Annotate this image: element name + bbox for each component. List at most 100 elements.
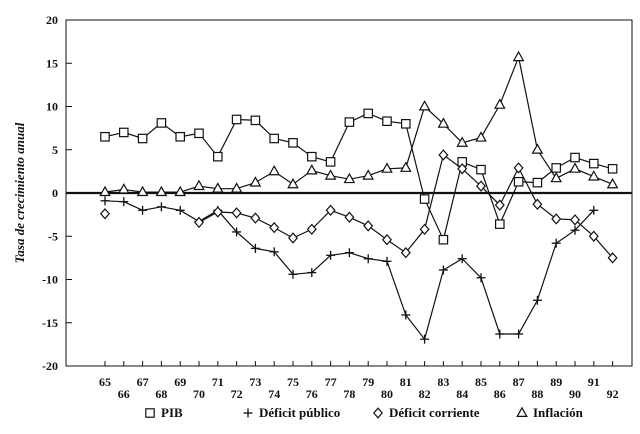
point-inflacion	[437, 117, 450, 128]
point-deficit-corriente	[570, 214, 580, 226]
point-deficit-publico	[119, 197, 129, 207]
y-tick-label: 0	[52, 186, 58, 200]
legend-item-deficit-corriente: Déficit corriente	[373, 405, 480, 420]
y-tick-label: 20	[46, 13, 58, 27]
point-deficit-publico	[269, 247, 279, 257]
point-inflacion	[550, 171, 563, 183]
x-tick-label: 79	[362, 375, 374, 389]
point-deficit-corriente	[288, 232, 298, 244]
point-deficit-corriente	[494, 199, 505, 211]
point-pib	[269, 133, 279, 144]
x-tick-label: 81	[400, 375, 412, 389]
point-pib	[382, 116, 392, 127]
point-deficit-publico	[344, 248, 354, 258]
x-tick-label: 78	[343, 387, 355, 401]
point-inflacion	[155, 185, 168, 197]
x-tick-label: 91	[588, 375, 600, 389]
point-inflacion	[475, 131, 487, 142]
legend-item-pib: PIB	[145, 405, 183, 420]
point-deficit-publico	[438, 265, 448, 275]
point-deficit-corriente	[212, 206, 223, 218]
y-tick-label: 15	[46, 56, 58, 70]
point-deficit-publico	[363, 254, 373, 264]
point-deficit-corriente	[306, 223, 317, 236]
point-deficit-publico	[288, 269, 298, 279]
series-pib	[100, 108, 618, 245]
series-deficit-corriente	[100, 149, 618, 264]
point-deficit-publico	[232, 227, 242, 237]
point-inflacion	[305, 164, 318, 175]
point-deficit-publico	[495, 329, 505, 339]
point-deficit-publico	[514, 329, 524, 339]
point-pib	[363, 108, 373, 119]
point-deficit-corriente	[269, 221, 280, 234]
point-pib	[495, 219, 505, 229]
point-inflacion	[324, 169, 337, 180]
point-deficit-corriente	[194, 216, 204, 229]
x-tick-label: 68	[155, 387, 167, 401]
y-tick-label: -5	[48, 229, 58, 243]
x-tick-label: 74	[268, 387, 280, 401]
point-deficit-publico	[250, 243, 260, 253]
point-pib	[325, 157, 336, 167]
legend-item-inflacion: Inflación	[516, 405, 584, 420]
point-inflacion	[456, 136, 469, 147]
x-tick-label: 83	[437, 375, 449, 389]
point-deficit-publico	[532, 295, 542, 305]
axes: 20 15 10 5 0 -5 -10 -15 -20 65 66 67 68 69 70 71 72 73 74 7…	[12, 13, 633, 401]
point-inflacion	[512, 50, 525, 62]
point-inflacion	[174, 185, 187, 197]
series-inflacion	[99, 50, 619, 197]
x-tick-label: 88	[531, 387, 543, 401]
legend-label-pib: PIB	[161, 405, 183, 420]
point-inflacion	[249, 176, 262, 187]
point-pib	[231, 114, 242, 125]
series-line-pib	[104, 112, 613, 242]
legend-marker-inflacion	[516, 406, 528, 417]
x-tick-label: 67	[137, 375, 149, 389]
y-tick-label: -15	[42, 316, 58, 330]
point-inflacion	[193, 179, 205, 191]
point-deficit-corriente	[400, 246, 411, 259]
point-pib	[100, 131, 110, 142]
point-deficit-corriente	[513, 162, 524, 174]
x-tick-label: 90	[569, 387, 581, 401]
point-deficit-publico	[551, 238, 561, 248]
x-tick-label: 87	[513, 375, 525, 389]
legend-marker-deficit-publico	[243, 408, 253, 418]
legend-label-deficit-publico: Déficit público	[259, 405, 340, 420]
legend-item-deficit-publico: Déficit público	[243, 405, 340, 420]
point-inflacion	[99, 185, 111, 197]
y-tick-label: -10	[42, 273, 58, 287]
x-tick-label: 84	[456, 387, 468, 401]
x-tick-label: 71	[212, 375, 224, 389]
point-inflacion	[531, 143, 544, 154]
point-pib	[288, 138, 298, 148]
series-line-inflacion	[104, 55, 613, 193]
point-pib	[551, 163, 561, 173]
point-pib	[194, 128, 204, 139]
y-tick-label: 5	[52, 143, 58, 157]
point-deficit-publico	[457, 254, 467, 264]
point-pib	[307, 151, 317, 162]
point-inflacion	[493, 98, 506, 109]
point-pib	[137, 133, 148, 144]
point-pib	[156, 118, 167, 128]
x-tick-label: 75	[287, 375, 299, 389]
point-deficit-corriente	[532, 198, 543, 210]
point-pib	[118, 127, 129, 138]
point-deficit-publico	[156, 202, 166, 212]
x-tick-label: 73	[249, 375, 261, 389]
point-pib	[419, 194, 430, 204]
point-pib	[344, 117, 355, 127]
point-pib	[250, 115, 261, 126]
point-pib	[438, 234, 449, 245]
y-tick-label: -20	[42, 359, 58, 373]
series-deficit-publico	[100, 196, 599, 344]
point-deficit-corriente	[325, 204, 336, 217]
point-pib	[513, 176, 524, 187]
point-pib	[570, 152, 580, 163]
point-deficit-publico	[420, 334, 430, 344]
point-pib	[213, 151, 223, 162]
